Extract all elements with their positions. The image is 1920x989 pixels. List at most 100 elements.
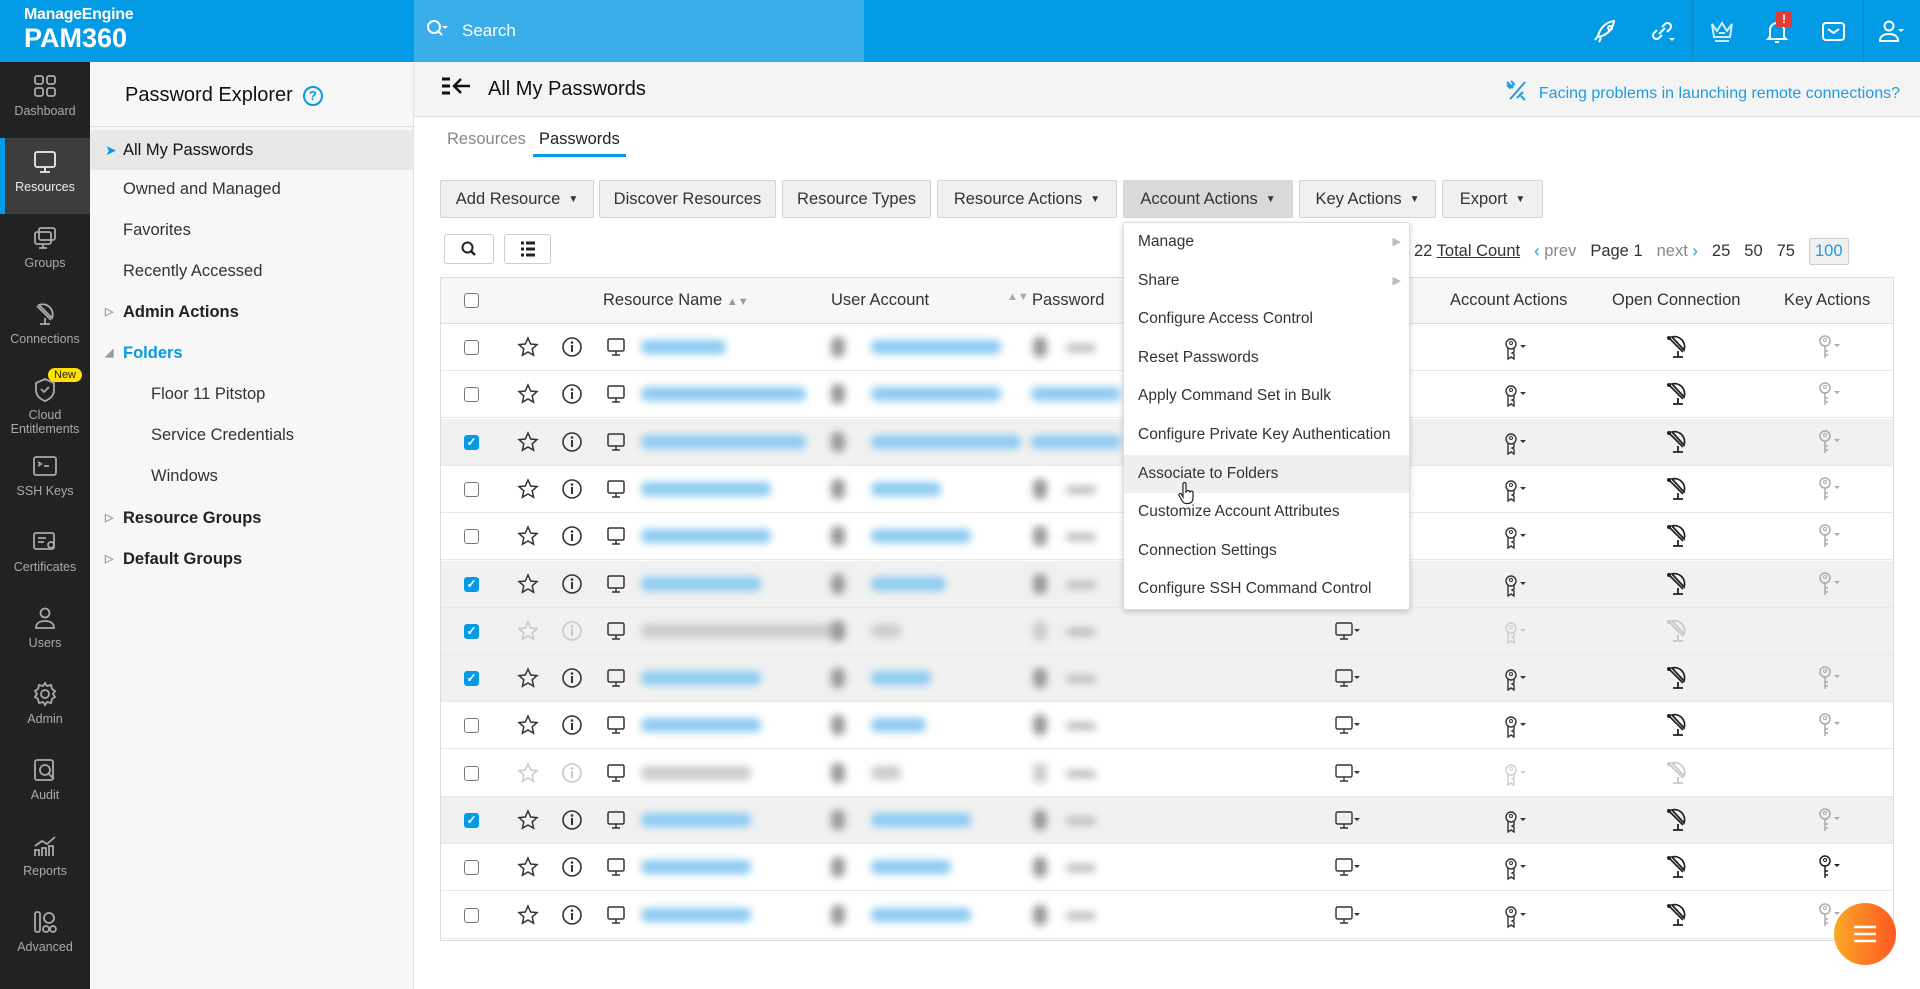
favorite-star-icon[interactable] <box>517 383 539 410</box>
user-account-link[interactable] <box>871 387 1001 402</box>
key-actions-icon[interactable] <box>1815 381 1845 412</box>
explorer-item-floor-11-pitstop[interactable]: Floor 11 Pitstop <box>90 374 413 414</box>
add-resource-button[interactable]: Add Resource ▼ <box>440 180 594 218</box>
row-checkbox[interactable] <box>464 340 479 355</box>
column-chooser-button[interactable] <box>504 234 551 264</box>
table-row[interactable] <box>441 749 1893 797</box>
info-icon[interactable] <box>561 525 583 552</box>
caret-right-icon[interactable]: ▷ <box>105 512 114 524</box>
favorite-star-icon[interactable] <box>517 525 539 552</box>
link-icon[interactable] <box>1647 16 1677 46</box>
rail-item-ssh-keys[interactable]: SSH Keys <box>0 442 90 518</box>
resource-name-link[interactable] <box>641 813 751 827</box>
password-link[interactable] <box>1031 434 1121 449</box>
user-account-link[interactable] <box>871 340 1001 354</box>
info-icon[interactable] <box>561 809 583 836</box>
discover-resources-button[interactable]: Discover Resources <box>599 180 776 218</box>
rail-item-certificates[interactable]: Certificates <box>0 518 90 594</box>
rail-item-cloud-entitlements[interactable]: Cloud Entitlements <box>0 366 90 442</box>
connection-options-icon[interactable] <box>1333 809 1363 836</box>
help-icon[interactable]: ? <box>302 85 323 106</box>
column-user-account[interactable]: User Account <box>831 291 930 309</box>
favorite-star-icon[interactable] <box>517 903 539 931</box>
key-actions-icon[interactable] <box>1815 854 1845 885</box>
explorer-item-folders[interactable]: ◢ Folders <box>90 333 413 373</box>
row-checkbox[interactable]: ✓ <box>464 576 479 592</box>
key-actions-icon[interactable] <box>1815 807 1845 838</box>
caret-down-icon[interactable]: ◢ <box>105 347 114 359</box>
row-checkbox[interactable]: ✓ <box>464 434 479 450</box>
info-icon[interactable] <box>561 856 583 883</box>
key-actions-icon[interactable] <box>1815 429 1845 460</box>
password-link[interactable] <box>1031 387 1121 402</box>
menu-item-apply-command-set-in-bulk[interactable]: Apply Command Set in Bulk <box>1124 377 1409 416</box>
total-count-link[interactable]: Total Count <box>1436 242 1521 260</box>
info-icon[interactable] <box>561 383 583 410</box>
resource-actions-button[interactable]: Resource Actions ▼ <box>937 180 1117 218</box>
key-actions-icon[interactable] <box>1815 476 1845 507</box>
open-connection-icon[interactable] <box>1663 617 1691 650</box>
quick-actions-fab[interactable] <box>1834 903 1896 965</box>
resource-name-link[interactable] <box>641 434 806 449</box>
collapse-sidebar-icon[interactable] <box>440 76 480 102</box>
info-icon[interactable] <box>561 714 583 741</box>
connection-options-icon[interactable] <box>1333 714 1363 741</box>
table-row[interactable] <box>441 702 1893 750</box>
open-connection-icon[interactable] <box>1663 380 1691 413</box>
sort-icon[interactable]: ▲▼ <box>1007 291 1029 303</box>
connection-options-icon[interactable] <box>1333 856 1363 883</box>
open-connection-icon[interactable] <box>1663 901 1691 934</box>
favorite-star-icon[interactable] <box>517 478 539 505</box>
user-account-link[interactable] <box>871 671 931 686</box>
search-bar[interactable]: Search <box>414 0 864 62</box>
menu-item-configure-ssh-command-control[interactable]: Configure SSH Command Control <box>1124 570 1409 609</box>
connection-options-icon[interactable] <box>1333 904 1363 931</box>
user-account-link[interactable] <box>871 813 971 827</box>
favorite-star-icon[interactable] <box>517 714 539 741</box>
account-actions-icon[interactable] <box>1499 762 1529 793</box>
info-icon[interactable] <box>561 667 583 694</box>
account-actions-icon[interactable] <box>1499 904 1529 935</box>
table-row[interactable]: ✓ <box>441 607 1893 655</box>
account-actions-icon[interactable] <box>1499 620 1529 651</box>
account-actions-icon[interactable] <box>1499 383 1529 414</box>
crown-icon[interactable] <box>1707 16 1737 46</box>
account-actions-icon[interactable] <box>1499 856 1529 887</box>
user-account-link[interactable] <box>871 765 901 780</box>
row-checkbox[interactable] <box>464 387 479 403</box>
row-checkbox[interactable]: ✓ <box>464 813 479 828</box>
open-connection-icon[interactable] <box>1663 711 1691 744</box>
row-checkbox[interactable] <box>464 718 479 734</box>
account-actions-icon[interactable] <box>1499 525 1529 556</box>
table-row[interactable]: ✓ <box>441 655 1893 703</box>
favorite-star-icon[interactable] <box>517 761 539 789</box>
tab-passwords[interactable]: Passwords <box>539 130 620 148</box>
menu-item-customize-account-attributes[interactable]: Customize Account Attributes <box>1124 493 1409 532</box>
user-account-link[interactable] <box>871 434 1021 449</box>
open-connection-icon[interactable] <box>1663 570 1691 603</box>
menu-item-share[interactable]: Share ▶ <box>1124 262 1409 301</box>
page-size-50[interactable]: 50 <box>1744 242 1763 260</box>
row-checkbox[interactable] <box>464 765 479 781</box>
sort-icon[interactable]: ▲▼ <box>726 296 749 308</box>
connection-options-icon[interactable] <box>1333 762 1363 789</box>
search-icon[interactable] <box>426 19 448 44</box>
resource-types-button[interactable]: Resource Types <box>782 180 931 218</box>
resource-name-link[interactable] <box>641 765 751 780</box>
key-actions-icon[interactable] <box>1815 571 1845 602</box>
rail-item-admin[interactable]: Admin <box>0 670 90 746</box>
info-icon[interactable] <box>561 620 583 647</box>
table-row[interactable] <box>441 891 1893 939</box>
info-icon[interactable] <box>561 478 583 505</box>
row-checkbox[interactable] <box>464 529 479 545</box>
key-actions-icon[interactable] <box>1815 523 1845 554</box>
explorer-item-admin-actions[interactable]: ▷ Admin Actions <box>90 292 413 332</box>
user-account-link[interactable] <box>871 481 941 496</box>
rail-item-connections[interactable]: Connections <box>0 290 90 366</box>
explorer-item-resource-groups[interactable]: ▷ Resource Groups <box>90 498 413 538</box>
resource-name-link[interactable] <box>641 387 806 402</box>
resource-name-link[interactable] <box>641 576 761 591</box>
info-icon[interactable] <box>561 904 583 931</box>
open-connection-icon[interactable] <box>1663 664 1691 697</box>
page-size-100[interactable]: 100 <box>1808 238 1849 265</box>
